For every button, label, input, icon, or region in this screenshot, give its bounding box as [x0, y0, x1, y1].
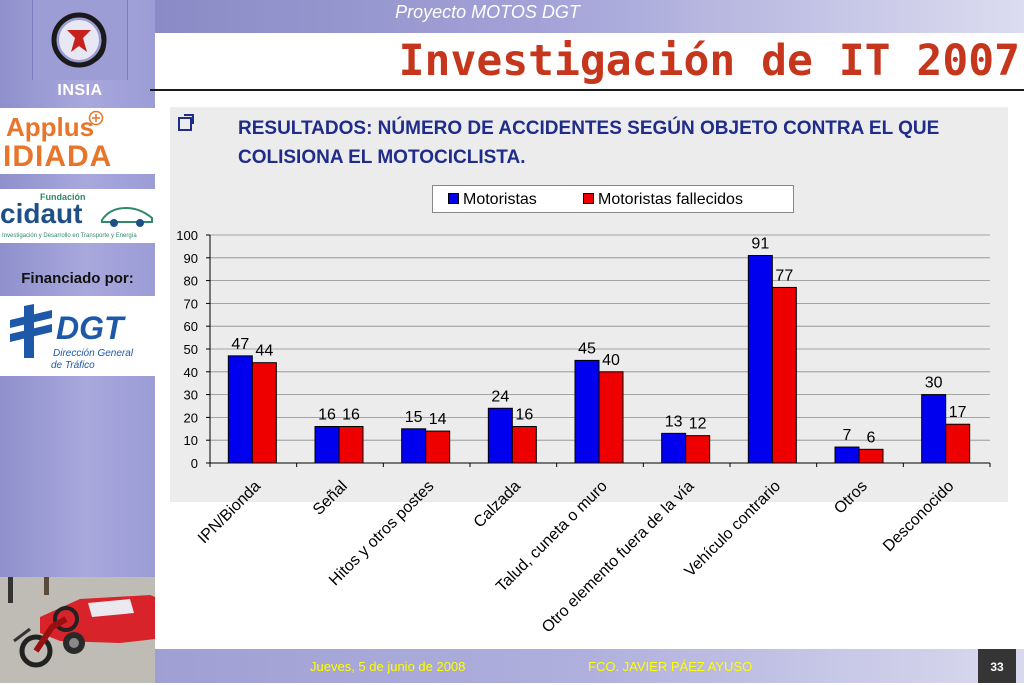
- data-label: 44: [255, 343, 273, 360]
- data-label: 91: [751, 236, 769, 253]
- x-category-label: IPN/Bionda: [195, 478, 264, 547]
- x-category-label: Vehículo contrario: [682, 478, 785, 581]
- legend-label-motoristas: Motoristas: [463, 191, 537, 208]
- x-category-label: Calzada: [471, 478, 525, 532]
- y-tick-label: 30: [184, 388, 198, 403]
- data-label: 47: [231, 336, 249, 353]
- y-tick-label: 0: [191, 456, 198, 471]
- car-icon: [101, 206, 153, 227]
- data-label: 7: [843, 427, 852, 444]
- insia-emblem-icon: [51, 12, 107, 68]
- bar-motoristas: [574, 359, 600, 464]
- top-banner: [155, 0, 1024, 33]
- bar-motoristas: [747, 255, 773, 464]
- bar-fallecidos: [858, 448, 884, 464]
- idiada-text: IDIADA: [3, 140, 113, 173]
- accident-scene-icon: [0, 577, 155, 683]
- bar-motoristas: [834, 446, 860, 464]
- data-label: 40: [602, 352, 620, 369]
- y-tick-label: 80: [184, 274, 198, 289]
- bar-fallecidos: [338, 426, 364, 464]
- y-tick-label: 50: [184, 342, 198, 357]
- legend-swatch-motoristas: [448, 193, 459, 204]
- y-tick-label: 100: [176, 228, 198, 243]
- data-label: 16: [318, 407, 336, 424]
- data-label: 6: [867, 429, 876, 446]
- cidaut-tagline: Investigación y Desarrollo en Transporte…: [2, 233, 137, 239]
- footer-author: FCO. JAVIER PÁEZ AYUSO: [588, 659, 753, 674]
- project-title: Proyecto MOTOS DGT: [395, 2, 580, 22]
- y-tick-label: 60: [184, 319, 198, 334]
- y-tick-label: 10: [184, 433, 198, 448]
- bar-motoristas: [401, 428, 427, 464]
- cidaut-logo: [0, 189, 155, 243]
- data-label: 16: [515, 407, 533, 424]
- bar-fallecidos: [425, 430, 451, 464]
- checkbox-bullet-icon: [178, 114, 194, 131]
- page-number: 33: [978, 649, 1016, 683]
- bar-fallecidos: [685, 435, 711, 464]
- data-label: 17: [949, 404, 967, 421]
- y-tick-label: 40: [184, 365, 198, 380]
- title-divider: [150, 89, 1024, 91]
- footer-bar: [155, 649, 1024, 683]
- data-label: 15: [405, 409, 423, 426]
- data-label: 24: [491, 388, 509, 405]
- legend-swatch-fallecidos: [583, 193, 594, 204]
- bar-fallecidos: [771, 286, 797, 464]
- bar-motoristas: [227, 355, 253, 464]
- data-label: 12: [689, 416, 707, 433]
- x-category-label: Otros: [831, 478, 871, 518]
- y-tick-label: 20: [184, 410, 198, 425]
- y-tick-label: 70: [184, 296, 198, 311]
- bar-motoristas: [921, 394, 947, 464]
- bar-motoristas: [487, 407, 513, 464]
- cidaut-fundacion: Fundación: [40, 192, 86, 202]
- data-label: 13: [665, 413, 683, 430]
- dgt-text: DGT: [56, 310, 124, 346]
- bar-motoristas: [661, 432, 687, 464]
- bar-chart: 0 10 20 30 40 50 60 70 80 90 100 47 44 IPN/Bionda 16 16…: [176, 228, 991, 637]
- financiado-label: Financiado por:: [21, 270, 134, 287]
- dgt-emblem-icon: [10, 304, 52, 358]
- y-tick-label: 90: [184, 251, 198, 266]
- data-label: 16: [342, 407, 360, 424]
- results-heading: RESULTADOS: NÚMERO DE ACCIDENTES SEGÚN O…: [238, 118, 940, 168]
- insia-logo: [32, 0, 128, 80]
- applus-logo: [0, 108, 155, 174]
- bar-fallecidos: [251, 362, 277, 464]
- bar-fallecidos: [945, 423, 971, 464]
- data-label: 30: [925, 375, 943, 392]
- x-category-label: Otro elemento fuera de la vía: [539, 478, 698, 637]
- insia-label: INSIA: [57, 82, 103, 99]
- cidaut-text: cidaut: [0, 198, 83, 229]
- bar-fallecidos: [511, 426, 537, 464]
- chart-legend: Motoristas Motoristas fallecidos: [432, 185, 794, 213]
- legend-label-fallecidos: Motoristas fallecidos: [598, 191, 743, 208]
- bar-motoristas: [314, 426, 340, 464]
- dgt-subtitle-2: de Tráfico: [51, 360, 95, 371]
- applus-text: Applus: [6, 112, 95, 142]
- x-category-label: Desconocido: [880, 478, 958, 556]
- x-category-label: Señal: [310, 478, 351, 519]
- applus-plus-icon: [88, 110, 104, 126]
- data-label: 77: [775, 267, 793, 284]
- data-label: 14: [429, 411, 447, 428]
- bar-fallecidos: [598, 371, 624, 464]
- footer-date: Jueves, 5 de junio de 2008: [310, 659, 466, 674]
- slide-title: Investigación de IT 2007: [398, 36, 1020, 86]
- data-label: 45: [578, 340, 596, 357]
- dgt-subtitle-1: Dirección General: [53, 348, 134, 359]
- accident-photo: [0, 577, 155, 683]
